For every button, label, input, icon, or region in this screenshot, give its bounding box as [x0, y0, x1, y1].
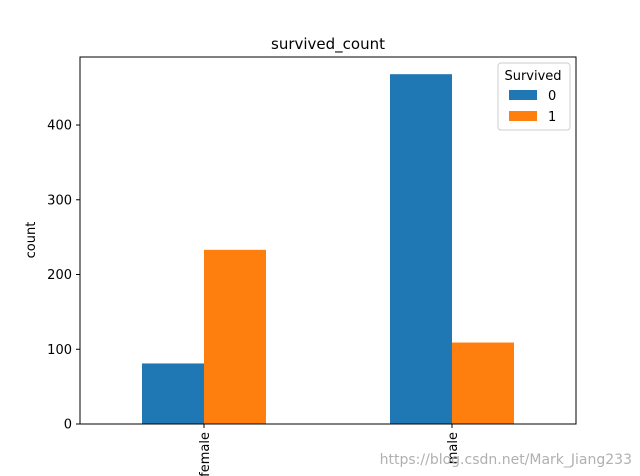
y-tick-label: 400	[47, 119, 72, 134]
legend-label-0: 0	[548, 89, 556, 104]
y-tick-label: 300	[47, 193, 72, 208]
x-tick-label-female: female	[198, 432, 213, 476]
x-tick-label-male: male	[446, 432, 461, 464]
legend-title: Survived	[504, 69, 561, 84]
bars-layer	[142, 74, 514, 425]
y-tick-label: 200	[47, 268, 72, 283]
bar-male-0	[390, 74, 452, 425]
y-axis: 0 100 200 300 400	[47, 119, 80, 433]
legend-items: 01	[509, 89, 556, 125]
watermark-text: https://blog.csdn.net/Mark_Jiang233	[380, 452, 632, 468]
bar-male-1	[452, 342, 514, 424]
bar-female-0	[142, 363, 204, 424]
legend-label-1: 1	[548, 110, 556, 125]
plot-frame	[79, 56, 577, 425]
legend-swatch-0	[509, 90, 537, 100]
x-axis: female male	[198, 424, 461, 476]
y-tick-label: 100	[47, 343, 72, 358]
chart-title: survived_count	[271, 35, 385, 54]
y-axis-label: count	[24, 222, 39, 259]
legend-swatch-1	[509, 111, 537, 121]
legend: Survived 01	[497, 62, 571, 131]
y-tick-label: 0	[64, 418, 72, 433]
bar-female-1	[204, 249, 266, 424]
